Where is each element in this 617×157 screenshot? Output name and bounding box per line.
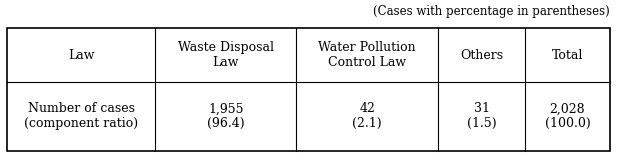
- Text: Others: Others: [460, 49, 503, 62]
- Bar: [7, 28, 610, 151]
- Text: 1,955
(96.4): 1,955 (96.4): [207, 102, 244, 130]
- Text: 31
(1.5): 31 (1.5): [467, 102, 497, 130]
- Text: Total: Total: [552, 49, 583, 62]
- Text: Number of cases
(component ratio): Number of cases (component ratio): [24, 102, 138, 130]
- Text: Law: Law: [68, 49, 94, 62]
- Text: Water Pollution
Control Law: Water Pollution Control Law: [318, 41, 416, 69]
- Text: Waste Disposal
Law: Waste Disposal Law: [178, 41, 274, 69]
- Text: 42
(2.1): 42 (2.1): [352, 102, 382, 130]
- Text: (Cases with percentage in parentheses): (Cases with percentage in parentheses): [373, 5, 610, 18]
- Text: 2,028
(100.0): 2,028 (100.0): [545, 102, 590, 130]
